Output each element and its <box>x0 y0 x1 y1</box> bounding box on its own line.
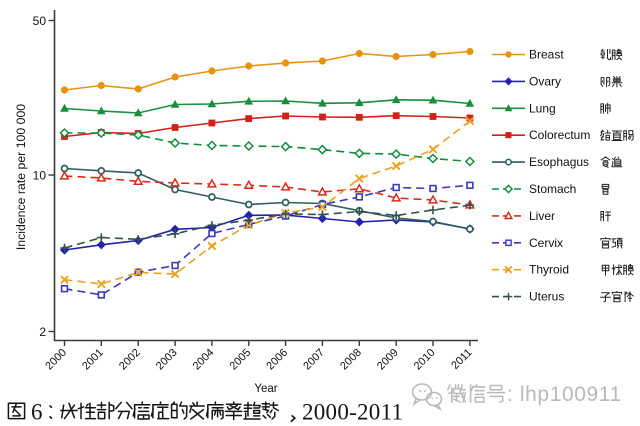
svg-text:2007: 2007 <box>301 347 327 373</box>
svg-text:2006: 2006 <box>264 347 290 373</box>
svg-text:Lung: Lung <box>529 101 556 115</box>
svg-text:2004: 2004 <box>191 347 217 373</box>
svg-text:2001: 2001 <box>80 347 106 373</box>
svg-text:2010: 2010 <box>412 347 438 373</box>
svg-text:2000-2011: 2000-2011 <box>302 400 403 425</box>
svg-text:10: 10 <box>33 169 47 183</box>
svg-text:Colorectum: Colorectum <box>529 128 590 142</box>
svg-text:6: 6 <box>31 400 43 425</box>
svg-text:Ovary: Ovary <box>529 74 561 88</box>
svg-text:Year: Year <box>254 383 277 395</box>
svg-text:2003: 2003 <box>154 347 180 373</box>
svg-text:: lhp100911: : lhp100911 <box>507 383 622 406</box>
svg-text:Esophagus: Esophagus <box>529 155 589 169</box>
svg-text:2000: 2000 <box>43 347 69 373</box>
svg-text:2: 2 <box>39 325 46 339</box>
svg-text:Stomach: Stomach <box>529 182 576 196</box>
svg-text:Liver: Liver <box>529 209 555 223</box>
svg-text:50: 50 <box>33 14 47 28</box>
svg-text:2009: 2009 <box>375 347 401 373</box>
svg-text:Incidence rate per 100 000: Incidence rate per 100 000 <box>14 104 28 250</box>
svg-text:Thyroid: Thyroid <box>529 263 569 277</box>
svg-text:2011: 2011 <box>449 347 474 372</box>
svg-text:Uterus: Uterus <box>529 290 564 304</box>
svg-text:Cervix: Cervix <box>529 236 563 250</box>
svg-text:2008: 2008 <box>338 347 364 373</box>
svg-text:2002: 2002 <box>117 347 143 373</box>
svg-text:2005: 2005 <box>228 347 254 373</box>
svg-text:Breast: Breast <box>529 48 564 62</box>
